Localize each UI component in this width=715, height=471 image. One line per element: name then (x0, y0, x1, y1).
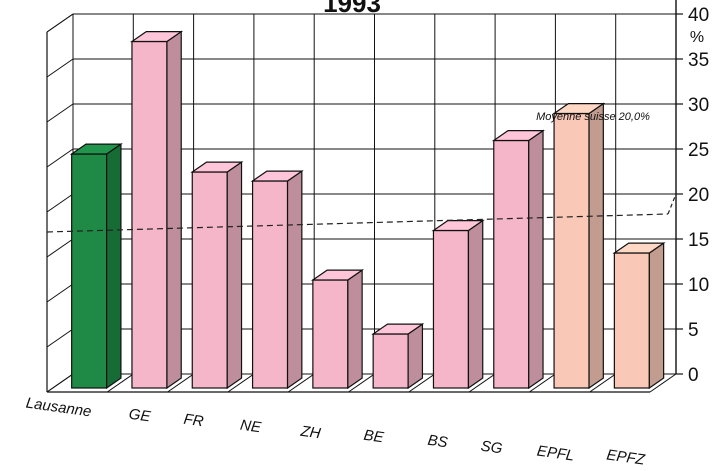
floor-line-5 (348, 373, 375, 393)
floor-line-10 (649, 373, 677, 393)
bar-side-SG (528, 129, 544, 390)
floor-line-9 (589, 373, 616, 393)
bar-front-SG (493, 139, 530, 389)
y-tick-label-0: 0 (688, 365, 699, 386)
bar-front-GE (131, 40, 168, 389)
bar-top-ZH (310, 269, 365, 281)
y-tick-label-5: 5 (688, 320, 699, 341)
bar-BS (431, 219, 485, 390)
gridline-side-20 (46, 193, 74, 213)
gridline-side-10 (46, 283, 74, 303)
category-label-SG: SG (480, 438, 504, 458)
labels-layer: Lausanne GE FR NE ZH BE BS SG EPFL EPFZ (25, 395, 647, 469)
bar-EPFZ (612, 241, 666, 390)
bar-side-FR (226, 160, 243, 390)
category-label-EPFL: EPFL (536, 443, 576, 465)
reference-line-tail (667, 193, 677, 215)
gridline-side-5 (46, 328, 74, 348)
bar-side-EPFL (588, 102, 604, 390)
bar-top-NE (250, 170, 304, 182)
bar-front-EPFL (553, 112, 590, 389)
bar-side-Lausanne (106, 142, 122, 390)
bar-SG (491, 129, 545, 390)
reference-line-label: Moyenne suisse 20,0% (536, 111, 650, 123)
y-axis-unit-label: % (690, 29, 704, 46)
bar-Lausanne (69, 142, 123, 390)
y-tick-label-35: 35 (688, 50, 709, 71)
y-tick-label-25: 25 (688, 140, 709, 161)
bar-top-SG (491, 130, 545, 142)
y-tick-label-30: 30 (688, 95, 709, 116)
y-tick-label-40: 40 (688, 5, 709, 26)
y-tick-label-10: 10 (688, 275, 709, 296)
bar-ZH (310, 268, 365, 390)
floor-line-1 (107, 373, 134, 393)
reference-line (46, 213, 669, 233)
bar-top-BE (371, 323, 425, 335)
bar-side-ZH (347, 268, 363, 390)
category-label-Lausanne: Lausanne (25, 395, 93, 421)
gridline-side-15 (46, 238, 74, 258)
category-label-EPFZ: EPFZ (605, 446, 646, 468)
bar-EPFL (552, 102, 606, 390)
reference-layer: Moyenne suisse 20,0% (46, 111, 677, 233)
category-label-ZH: ZH (299, 423, 322, 443)
y-tick-label-20: 20 (688, 185, 709, 206)
floor-line-2 (167, 373, 194, 393)
category-label-BE: BE (363, 427, 386, 447)
bar-top-EPFL (552, 102, 606, 115)
bar-top-EPFZ (612, 242, 666, 254)
bar-side-GE (166, 30, 182, 390)
bar-side-BE (407, 322, 424, 390)
bar-front-FR (191, 171, 228, 389)
bar-side-NE (286, 169, 303, 390)
bar-side-EPFZ (648, 241, 665, 390)
floor-line-8 (529, 373, 556, 393)
bar-BE (371, 322, 425, 390)
bar-front-EPFZ (613, 252, 650, 389)
bar-front-ZH (312, 279, 349, 389)
gridline-side-25 (46, 148, 74, 168)
bar-top-FR (190, 161, 244, 173)
gridline-side-35 (46, 58, 74, 78)
bar-front-BE (372, 333, 409, 389)
bar-front-NE (251, 180, 289, 389)
side-wall-top-edge (46, 13, 74, 33)
bar-front-BS (432, 229, 470, 389)
y-tick-label-15: 15 (688, 230, 709, 251)
gridline-side-30 (46, 103, 74, 123)
category-label-BS: BS (427, 432, 449, 452)
floor-line-7 (468, 373, 496, 393)
bar-front-Lausanne (71, 153, 108, 389)
bar-top-GE (130, 31, 184, 43)
chart-title: 1993 (323, 0, 381, 18)
bar-top-Lausanne (69, 143, 123, 155)
bar-side-BS (467, 219, 484, 390)
category-label-GE: GE (128, 406, 153, 426)
bar-FR (190, 160, 244, 390)
category-label-NE: NE (239, 417, 263, 437)
bar-NE (250, 169, 304, 390)
floor-line-3 (227, 373, 255, 393)
floor-line-0 (46, 373, 74, 393)
bars-layer (69, 30, 666, 390)
category-label-FR: FR (183, 411, 205, 431)
bar-GE (130, 30, 184, 390)
floor-line-4 (287, 373, 315, 393)
floor-line-6 (408, 373, 436, 393)
bar-top-BS (431, 220, 485, 232)
